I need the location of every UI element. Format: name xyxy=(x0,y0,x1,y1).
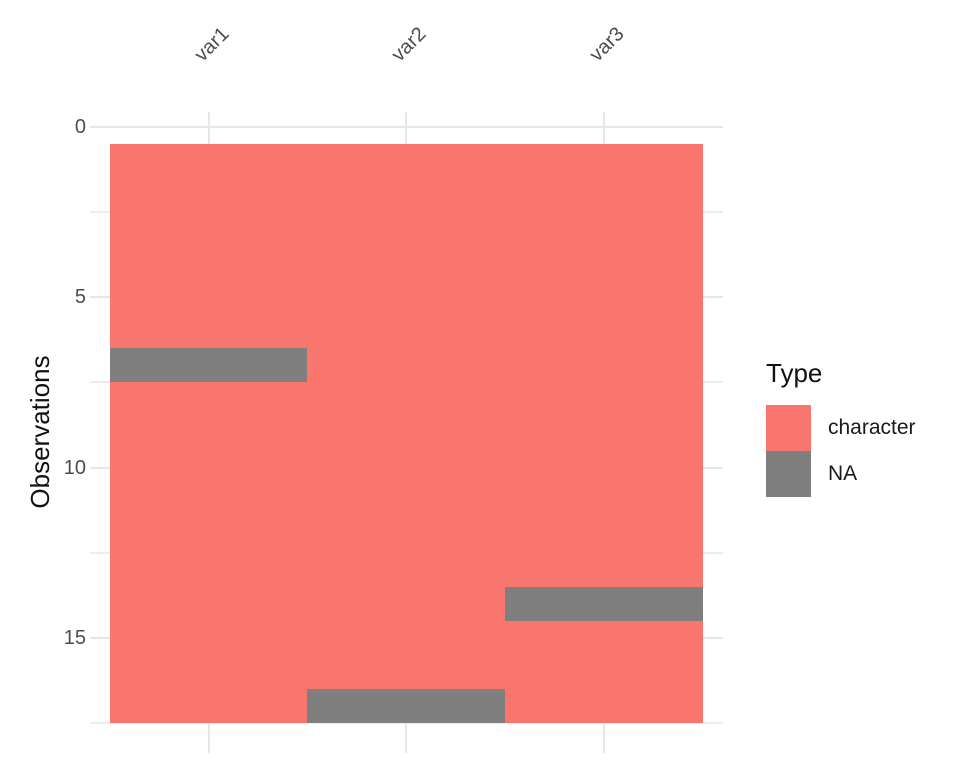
x-axis-label-var3: var3 xyxy=(585,22,629,66)
y-tick-label-10: 10 xyxy=(63,456,86,479)
column-fill-var1 xyxy=(109,143,308,724)
na-cell-var3-obs14 xyxy=(505,586,703,621)
y-tick-label-0: 0 xyxy=(74,115,86,138)
y-tick-label-15: 15 xyxy=(63,627,86,649)
x-axis-label-var1: var1 xyxy=(189,22,234,66)
legend-item-label: character xyxy=(828,416,916,439)
na-cell-var1-obs7 xyxy=(109,348,308,383)
legend-item-label: NA xyxy=(828,462,858,485)
na-cell-var2-obs17 xyxy=(307,689,506,724)
legend-title: Type xyxy=(766,358,823,388)
legend-item-character: character xyxy=(766,405,916,451)
legend-item-NA: NA xyxy=(766,451,916,497)
column-fill-var2 xyxy=(307,143,506,724)
legend-items: character NA xyxy=(766,405,916,497)
column-fill-var3 xyxy=(505,143,703,724)
y-tick-label-5: 5 xyxy=(74,286,86,308)
legend-swatch-NA xyxy=(766,451,811,497)
x-axis-label-var2: var2 xyxy=(387,22,431,66)
legend-swatch-character xyxy=(766,405,811,451)
legend: Type character NA xyxy=(766,356,916,497)
y-axis-title: Observations xyxy=(25,355,55,509)
